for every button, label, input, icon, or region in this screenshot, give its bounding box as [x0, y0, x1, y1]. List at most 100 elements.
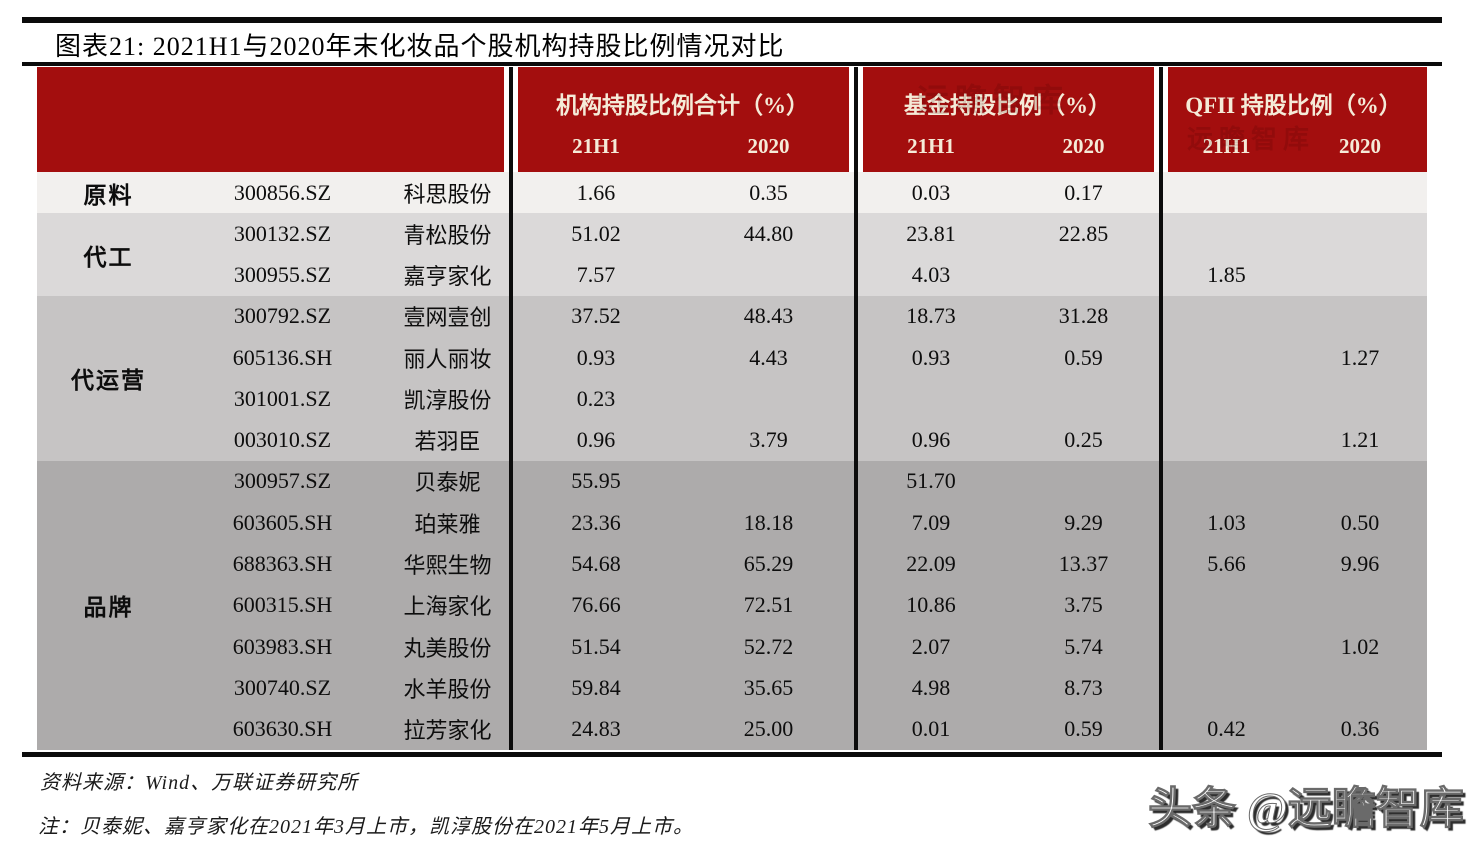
cell-inst-2020: 0.35: [749, 179, 788, 205]
column-group-qfii: QFII 持股比例（%）: [1185, 93, 1402, 118]
cell-inst-21h1: 59.84: [571, 674, 621, 700]
cell-qfii-2020: [1293, 585, 1427, 626]
table-header: 机构持股比例合计（%） 基金持股比例（%） QFII 持股比例（%） 21H1 …: [37, 67, 1427, 172]
figure-title: 图表21: 2021H1与2020年末化妆品个股机构持股比例情况对比: [55, 32, 785, 61]
cell-qfii-2020: 0.50: [1340, 509, 1380, 535]
cell-inst-21h1: 0.23: [576, 385, 616, 411]
cell-qfii-2020: 1.21: [1340, 427, 1380, 453]
cell-fund-21h1: 4.98: [911, 674, 951, 700]
stock-code: 603630.SH: [232, 716, 333, 742]
subheader-qfii-2020: 2020: [1339, 134, 1381, 158]
header-ghost-watermark: 远瞻智库: [917, 82, 1070, 118]
footnote: 注：贝泰妮、嘉亨家化在2021年3月上市，凯淳股份在2021年5月上市。: [38, 816, 694, 838]
cell-fund-21h1: 10.86: [906, 592, 956, 618]
stock-code: 300792.SZ: [233, 303, 332, 329]
cell-qfii-2020: [1293, 667, 1427, 708]
cell-qfii-21h1: [1160, 626, 1293, 667]
cell-qfii-21h1: [1160, 585, 1293, 626]
cell-inst-2020: 18.18: [743, 509, 794, 535]
stock-code: 603983.SH: [232, 633, 333, 659]
stock-code: 300132.SZ: [233, 220, 332, 246]
cell-inst-2020: 4.43: [749, 344, 788, 370]
subheader-institution-21h1: 21H1: [572, 134, 620, 158]
cell-inst-21h1: 23.36: [571, 509, 621, 535]
cell-qfii-2020: 1.02: [1340, 633, 1380, 659]
subheader-fund-2020: 2020: [1062, 134, 1105, 158]
cell-qfii-21h1: [1160, 420, 1293, 461]
cell-fund-2020: 13.37: [1058, 551, 1109, 577]
header-ghost-watermark: 远瞻智库: [1187, 125, 1316, 154]
cell-qfii-21h1: 5.66: [1207, 551, 1246, 577]
cell-inst-21h1: 37.52: [571, 303, 621, 329]
category-raw-material: 原料: [83, 182, 134, 208]
category-agent-operation: 代运营: [71, 368, 146, 394]
band-brand: [37, 461, 1427, 750]
stock-code: 300957.SZ: [233, 468, 332, 494]
column-group-fund: 基金持股比例（%）: [904, 93, 1111, 118]
stock-code: 600315.SH: [232, 592, 333, 618]
cell-fund-2020: [1007, 461, 1160, 502]
cell-fund-21h1: 0.01: [911, 716, 951, 742]
cell-qfii-21h1: 0.42: [1207, 716, 1246, 742]
stock-name: 丸美股份: [403, 635, 492, 661]
cell-fund-2020: 31.28: [1058, 303, 1109, 329]
stock-code: 003010.SZ: [233, 427, 332, 453]
cell-fund-21h1: 2.07: [911, 633, 951, 659]
stock-name: 科思股份: [403, 181, 492, 207]
category-oem: 代工: [83, 244, 134, 270]
stock-code: 300856.SZ: [233, 179, 332, 205]
cell-inst-21h1: 54.68: [571, 551, 621, 577]
cell-fund-2020: 22.85: [1058, 220, 1109, 246]
cell-qfii-21h1: 1.85: [1207, 262, 1246, 288]
stock-name: 珀莱雅: [414, 511, 481, 537]
title-underline-rule: [22, 62, 1442, 66]
top-rule: [22, 17, 1442, 23]
column-group-institution: 机构持股比例合计（%）: [556, 93, 809, 118]
cell-fund-2020: 0.25: [1064, 427, 1103, 453]
cell-qfii-2020: [1293, 378, 1427, 419]
cell-qfii-21h1: [1160, 172, 1293, 213]
cell-inst-21h1: 0.93: [576, 344, 616, 370]
cell-inst-21h1: 51.02: [571, 220, 621, 246]
cell-inst-21h1: 1.66: [576, 179, 616, 205]
cell-fund-2020: 5.74: [1064, 633, 1103, 659]
cell-fund-21h1: [855, 378, 1007, 419]
cell-fund-21h1: 23.81: [906, 220, 956, 246]
stock-code: 301001.SZ: [233, 385, 332, 411]
table-header-background: [37, 67, 1427, 172]
cell-fund-2020: 3.75: [1064, 592, 1103, 618]
cell-inst-21h1: 55.95: [571, 468, 621, 494]
subheader-institution-2020: 2020: [747, 134, 790, 158]
cell-qfii-21h1: [1160, 296, 1293, 337]
stock-name: 拉芳家化: [403, 718, 492, 744]
stock-name: 水羊股份: [403, 676, 492, 702]
subheader-qfii-21h1: 21H1: [1202, 134, 1251, 158]
cell-inst-2020: 52.72: [743, 633, 794, 659]
cell-fund-21h1: 4.03: [911, 262, 951, 288]
stock-code: 603605.SH: [232, 509, 333, 535]
cell-inst-2020: [682, 461, 855, 502]
stock-name: 凯淳股份: [403, 387, 492, 413]
stock-name: 嘉亨家化: [403, 264, 492, 290]
column-divider: [854, 67, 858, 750]
cell-qfii-2020: [1293, 213, 1427, 254]
bottom-rule: [22, 752, 1442, 757]
cell-qfii-2020: [1293, 172, 1427, 213]
column-divider: [1159, 67, 1163, 750]
cell-fund-21h1: 7.09: [911, 509, 951, 535]
cell-fund-2020: [1007, 378, 1160, 419]
cell-fund-21h1: 22.09: [906, 551, 956, 577]
cell-qfii-2020: [1293, 255, 1427, 296]
cell-inst-2020: 44.80: [743, 220, 794, 246]
cell-inst-2020: 65.29: [743, 551, 794, 577]
stock-code: 688363.SH: [232, 551, 333, 577]
cell-fund-21h1: 18.73: [906, 303, 956, 329]
cell-fund-2020: 0.17: [1064, 179, 1103, 205]
cell-fund-2020: 0.59: [1064, 716, 1103, 742]
cell-inst-2020: [682, 255, 855, 296]
cell-fund-2020: 8.73: [1064, 674, 1103, 700]
cell-qfii-21h1: [1160, 378, 1293, 419]
cell-fund-21h1: 0.96: [911, 427, 951, 453]
subheader-fund-21h1: 21H1: [907, 134, 955, 158]
